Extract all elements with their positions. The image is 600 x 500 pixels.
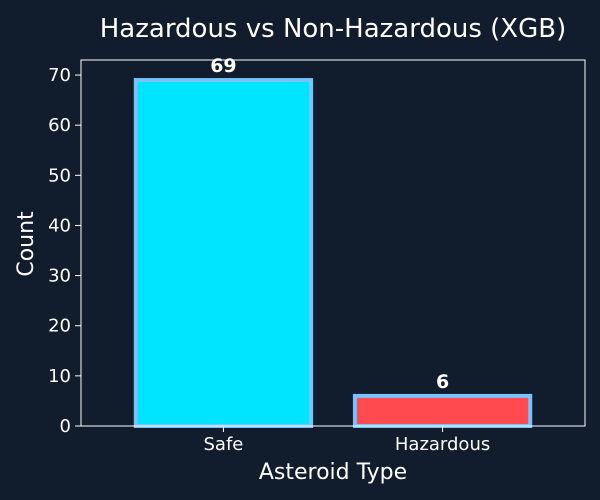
axes-frame — [80, 59, 586, 427]
y-tick-label: 20 — [48, 316, 71, 337]
x-axis-label: Asteroid Type — [259, 460, 407, 485]
data-label: 69 — [210, 55, 236, 77]
x-tick-label: Hazardous — [395, 434, 490, 455]
bar-hazardous — [352, 393, 533, 429]
bar-safe — [133, 78, 314, 428]
chart-title: Hazardous vs Non-Hazardous (XGB) — [100, 14, 567, 44]
y-tick-label: 40 — [48, 215, 71, 236]
plot-area: 69 Safe 6 Hazardous 0 10 20 30 40 50 60 70 — [48, 55, 586, 455]
y-tick-label: 0 — [60, 416, 71, 437]
y-tick-label: 10 — [48, 366, 71, 387]
data-label: 6 — [436, 371, 449, 393]
y-tick-label: 60 — [48, 115, 71, 136]
y-tick-label: 50 — [48, 165, 71, 186]
x-tick-label: Safe — [203, 434, 243, 455]
y-axis-label: Count — [14, 211, 39, 277]
y-tick-label: 70 — [48, 65, 71, 86]
y-tick-label: 30 — [48, 266, 71, 287]
